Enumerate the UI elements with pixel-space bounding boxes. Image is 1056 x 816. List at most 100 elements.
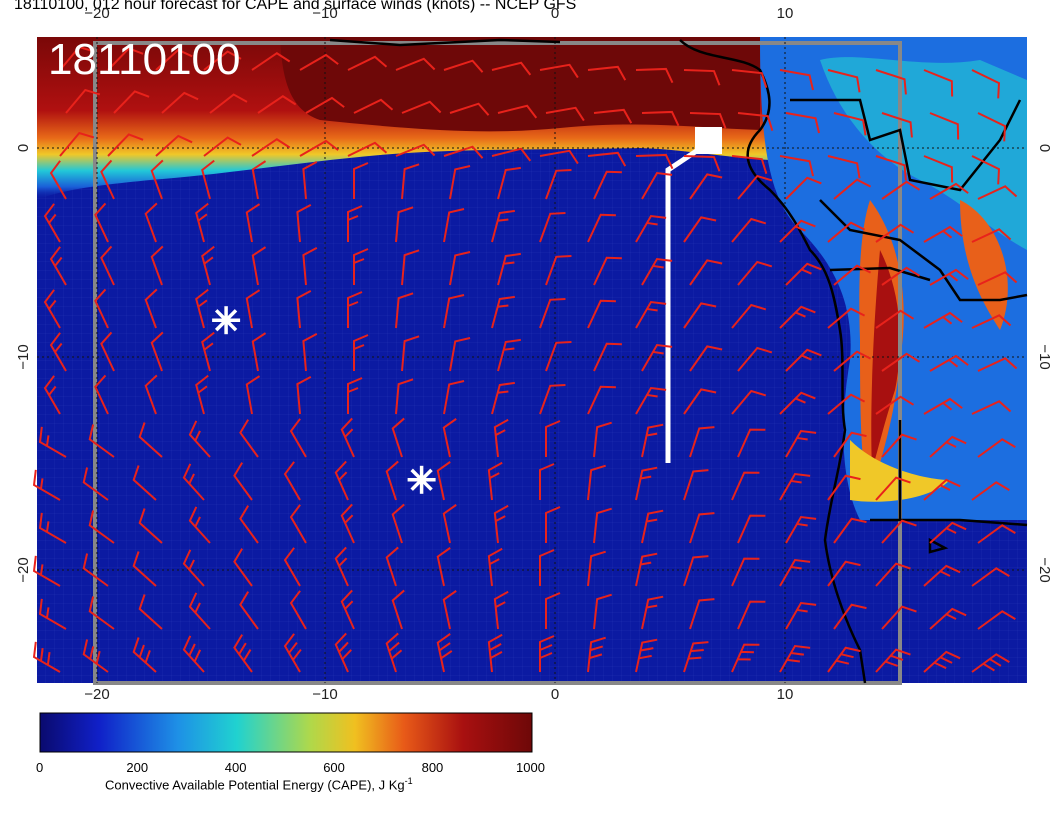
wind-barb (683, 216, 717, 243)
wind-barb (305, 96, 345, 114)
wind-barb (833, 112, 867, 136)
wind-barb (113, 90, 150, 114)
wind-barb (49, 246, 67, 286)
wind-barb (977, 112, 1006, 142)
wind-barb (302, 161, 318, 200)
wind-barb (539, 635, 555, 672)
wind-barb (132, 637, 157, 673)
wind-barb (391, 503, 405, 544)
wind-barb (182, 549, 205, 587)
wind-barb (731, 643, 760, 673)
wind-barb (737, 174, 773, 200)
coastline (329, 38, 1028, 684)
wind-barb (785, 262, 822, 286)
wind-barb (296, 290, 312, 329)
wind-barb (779, 472, 811, 501)
lon-tick-top: −20 (84, 5, 109, 22)
wind-barb (833, 517, 867, 544)
wind-barb (65, 88, 101, 114)
wind-barb (881, 180, 921, 200)
wind-barb (353, 98, 394, 114)
wind-barb (923, 564, 961, 587)
wind-barb (875, 223, 915, 243)
wind-barb (395, 57, 436, 71)
wind-barb (497, 104, 538, 119)
wind-barb (100, 245, 115, 286)
wind-barb (296, 204, 312, 243)
wind-barb (635, 153, 674, 170)
wind-barb (587, 385, 616, 415)
wind-barb (833, 178, 872, 200)
wind-barb (731, 389, 767, 415)
wind-barb (929, 182, 969, 200)
flight-track (665, 127, 722, 463)
wind-barb (587, 636, 606, 673)
wind-barb (545, 106, 585, 122)
wind-barb (283, 633, 302, 673)
wind-barb (251, 52, 291, 71)
wind-barb (539, 297, 566, 329)
wind-barb (683, 641, 709, 673)
wind-barb (334, 546, 349, 587)
wind-barb (94, 202, 109, 243)
wind-barb (442, 590, 457, 630)
wind-barb (436, 461, 451, 501)
wind-barb (94, 374, 109, 415)
wind-barb (971, 481, 1010, 501)
wind-barb (233, 634, 253, 673)
wind-barb (391, 589, 405, 630)
wind-barb (737, 514, 766, 544)
wind-barb (88, 510, 115, 544)
wind-barb (493, 504, 509, 544)
wind-barb (100, 159, 115, 200)
wind-barb (545, 506, 561, 543)
wind-barb (385, 546, 399, 587)
wind-barb (875, 155, 907, 181)
wind-barb (785, 348, 822, 372)
wind-barb (923, 397, 963, 415)
wind-barb (401, 100, 442, 114)
wind-barb (182, 463, 205, 501)
wind-barb (49, 160, 67, 200)
wind-barb (443, 59, 484, 73)
lat-tick-right: −20 (1036, 557, 1053, 582)
lon-tick-top: 0 (551, 5, 559, 22)
wind-barb (59, 131, 95, 157)
wind-barb (833, 264, 872, 286)
wind-barb (545, 592, 561, 629)
wind-barbs (32, 45, 1018, 673)
wind-barb (587, 464, 606, 501)
wind-barb (923, 155, 954, 183)
wind-barb (144, 202, 158, 243)
wind-barb (32, 555, 61, 587)
wind-barb (491, 147, 532, 162)
wind-barb (593, 421, 612, 458)
wind-barb (545, 420, 561, 457)
wind-barb (929, 268, 969, 286)
wind-barb (683, 155, 721, 172)
wind-barb (289, 418, 307, 458)
wind-barb (487, 461, 503, 501)
wind-barb (785, 176, 822, 200)
wind-barb (347, 55, 388, 71)
wind-barb (593, 593, 612, 630)
colorbar-tick: 400 (224, 760, 247, 775)
wind-barb (353, 162, 369, 199)
lon-tick-bottom: 0 (551, 686, 559, 703)
wind-barb (641, 509, 664, 544)
wind-barb (593, 170, 622, 200)
wind-barb (539, 549, 555, 586)
wind-barb (201, 245, 215, 286)
wind-barb (289, 590, 307, 630)
wind-barb (188, 420, 211, 458)
wind-barb (138, 422, 163, 458)
wind-barb (539, 63, 579, 79)
wind-barb (929, 607, 967, 630)
wind-barb (641, 595, 664, 630)
wind-barb (539, 211, 566, 243)
wind-barb (641, 343, 673, 372)
wind-barb (385, 460, 399, 501)
wind-barb (785, 601, 817, 630)
wind-barb (391, 417, 405, 458)
